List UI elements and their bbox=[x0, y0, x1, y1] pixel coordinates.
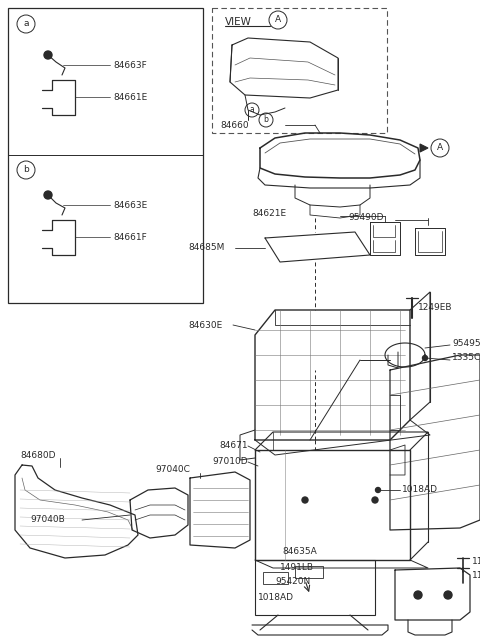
Text: A: A bbox=[437, 143, 443, 152]
Circle shape bbox=[422, 355, 428, 360]
Text: 84621E: 84621E bbox=[252, 209, 286, 218]
Circle shape bbox=[44, 191, 52, 199]
Text: 97040B: 97040B bbox=[30, 515, 65, 525]
Text: 1491LB: 1491LB bbox=[280, 563, 314, 573]
Bar bbox=[295, 566, 323, 578]
Circle shape bbox=[44, 51, 52, 59]
Text: 84630E: 84630E bbox=[188, 321, 222, 330]
Text: 1018AD: 1018AD bbox=[402, 486, 438, 495]
Circle shape bbox=[444, 591, 452, 599]
Text: 84660: 84660 bbox=[220, 120, 249, 129]
Text: 84661F: 84661F bbox=[113, 232, 147, 241]
Text: 84661E: 84661E bbox=[113, 93, 147, 102]
Bar bbox=[8, 8, 203, 303]
Text: 95495: 95495 bbox=[452, 339, 480, 348]
Text: 1018AD: 1018AD bbox=[258, 593, 294, 602]
Text: 95420N: 95420N bbox=[275, 577, 310, 586]
Polygon shape bbox=[420, 144, 428, 152]
Circle shape bbox=[375, 488, 381, 493]
Text: 84680D: 84680D bbox=[20, 451, 56, 460]
Bar bbox=[255, 560, 375, 615]
Text: A: A bbox=[275, 15, 281, 24]
Text: 1125KC: 1125KC bbox=[472, 557, 480, 566]
Text: b: b bbox=[264, 115, 268, 125]
Text: 97010D: 97010D bbox=[212, 458, 248, 467]
Text: 95490D: 95490D bbox=[348, 212, 384, 221]
Text: 97040C: 97040C bbox=[155, 465, 190, 474]
Text: 1249EB: 1249EB bbox=[418, 303, 453, 312]
Text: a: a bbox=[23, 19, 29, 29]
Circle shape bbox=[414, 591, 422, 599]
Bar bbox=[263, 572, 288, 584]
Text: VIEW: VIEW bbox=[225, 17, 252, 27]
Text: 84685M: 84685M bbox=[188, 243, 224, 253]
Text: a: a bbox=[250, 106, 254, 115]
Text: 84663E: 84663E bbox=[113, 200, 147, 209]
Circle shape bbox=[302, 497, 308, 503]
Circle shape bbox=[372, 497, 378, 503]
Bar bbox=[212, 8, 387, 133]
Text: 84635A: 84635A bbox=[283, 547, 317, 557]
Text: b: b bbox=[23, 166, 29, 175]
Text: 1125KB: 1125KB bbox=[472, 572, 480, 580]
Text: 84671: 84671 bbox=[219, 442, 248, 451]
Text: 1335CJ: 1335CJ bbox=[452, 353, 480, 362]
Text: 84663F: 84663F bbox=[113, 61, 147, 70]
